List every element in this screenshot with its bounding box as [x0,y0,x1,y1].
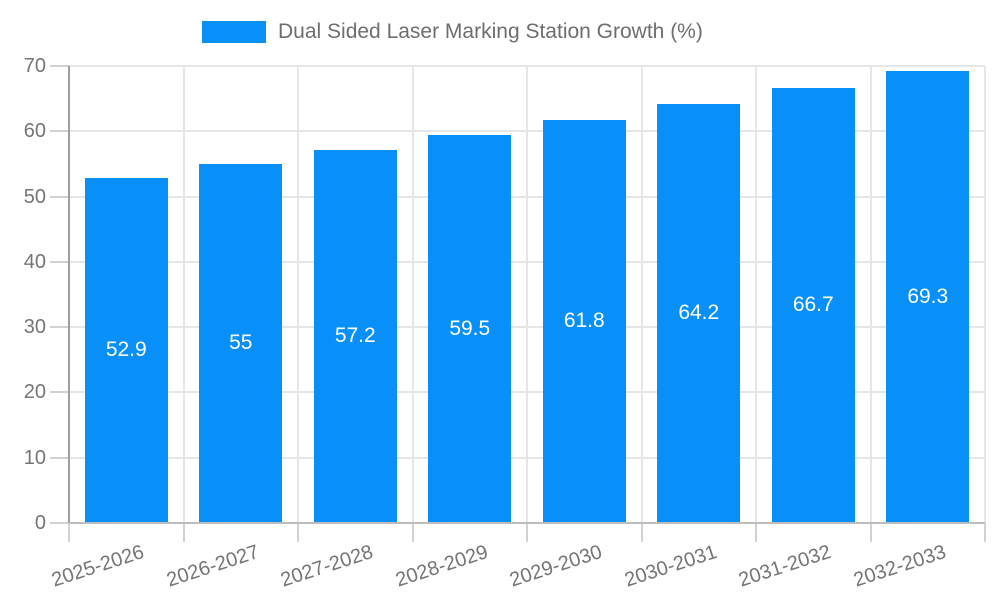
y-tick [50,130,69,133]
legend-label: Dual Sided Laser Marking Station Growth … [278,20,703,43]
y-axis-label: 60 [23,120,46,143]
y-tick [50,391,69,394]
bar-value-label: 61.8 [563,309,605,333]
y-tick [50,522,69,524]
bar-value-label: 55 [229,331,253,355]
x-gridline [640,66,643,523]
x-tick [411,523,414,542]
x-gridline [182,66,185,523]
x-gridline [869,66,872,523]
y-axis-label: 40 [23,250,46,273]
bar-value-label: 64.2 [678,301,720,325]
y-axis-label: 20 [23,381,46,404]
x-axis-line [69,522,985,524]
y-axis-label: 70 [23,55,46,77]
x-gridline [297,66,299,523]
y-tick [50,326,69,329]
x-tick [640,523,643,542]
x-gridline [526,66,528,523]
bar[interactable]: 59.5 [428,134,512,523]
bar[interactable]: 64.2 [657,103,741,523]
bar[interactable]: 57.2 [313,149,397,523]
bar-value-label: 52.9 [105,338,147,362]
x-tick [297,523,299,542]
y-tick [50,195,69,198]
bar[interactable]: 69.3 [886,70,970,523]
y-axis-label: 10 [23,446,46,469]
x-gridline [755,66,757,523]
bar-value-label: 66.7 [792,293,834,317]
y-tick [50,65,69,67]
legend-swatch [202,21,266,43]
bar-value-label: 69.3 [907,284,949,308]
x-tick [755,523,757,542]
bar-value-label: 59.5 [449,316,491,340]
x-tick [182,523,185,542]
bar[interactable]: 61.8 [542,119,626,523]
bar-value-label: 57.2 [334,324,376,348]
chart-legend[interactable]: Dual Sided Laser Marking Station Growth … [202,20,703,44]
x-tick [526,523,528,542]
y-axis-label: 30 [23,316,46,339]
y-tick [50,260,69,263]
x-gridline [411,66,414,523]
x-tick [984,523,986,542]
x-tick [869,523,872,542]
y-tick [50,456,69,459]
y-axis-label: 50 [23,185,46,208]
x-gridline [984,66,986,523]
bar[interactable]: 55 [199,163,283,523]
bar[interactable]: 52.9 [84,177,168,523]
y-axis-label: 0 [34,512,46,534]
bar[interactable]: 66.7 [771,87,855,523]
x-tick [68,523,70,542]
y-axis-line [68,66,70,523]
